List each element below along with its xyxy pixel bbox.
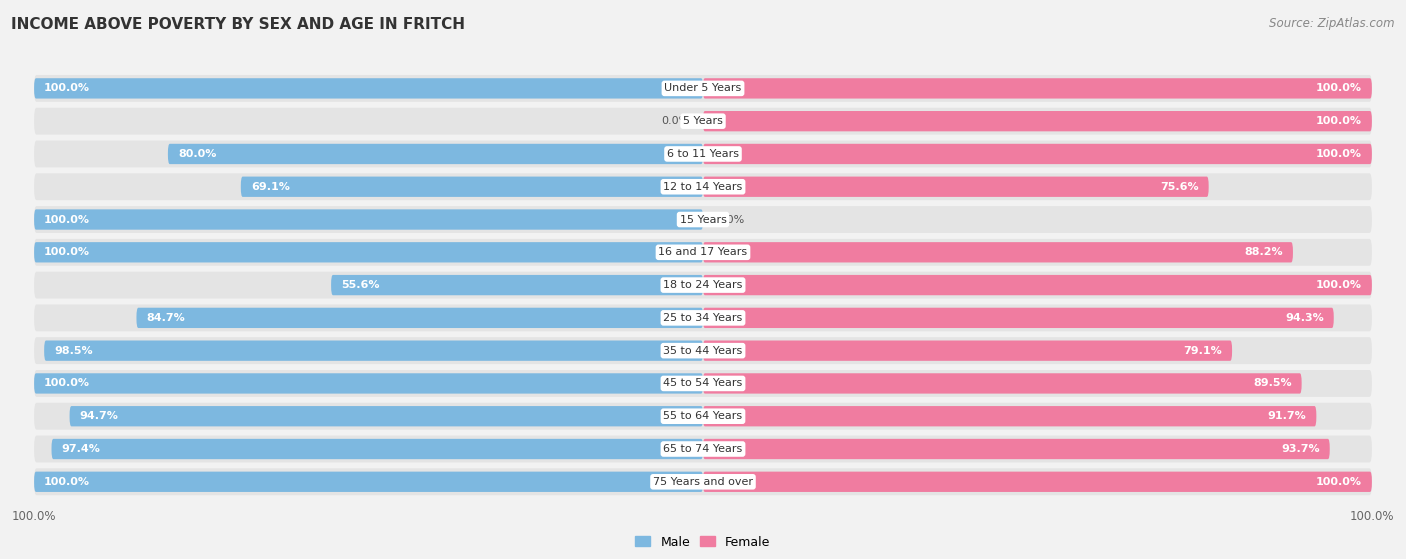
- Text: 75.6%: 75.6%: [1160, 182, 1199, 192]
- Text: 100.0%: 100.0%: [1316, 149, 1362, 159]
- Text: 91.7%: 91.7%: [1268, 411, 1306, 421]
- Legend: Male, Female: Male, Female: [630, 530, 776, 553]
- Text: 100.0%: 100.0%: [44, 477, 90, 487]
- FancyBboxPatch shape: [330, 275, 703, 295]
- Text: 25 to 34 Years: 25 to 34 Years: [664, 313, 742, 323]
- Text: 94.3%: 94.3%: [1285, 313, 1323, 323]
- Text: 84.7%: 84.7%: [146, 313, 186, 323]
- Text: 12 to 14 Years: 12 to 14 Years: [664, 182, 742, 192]
- FancyBboxPatch shape: [34, 373, 703, 394]
- FancyBboxPatch shape: [34, 468, 1372, 495]
- Text: 80.0%: 80.0%: [179, 149, 217, 159]
- FancyBboxPatch shape: [34, 206, 1372, 233]
- Text: Source: ZipAtlas.com: Source: ZipAtlas.com: [1270, 17, 1395, 30]
- FancyBboxPatch shape: [703, 111, 1372, 131]
- FancyBboxPatch shape: [34, 239, 1372, 266]
- FancyBboxPatch shape: [34, 370, 1372, 397]
- FancyBboxPatch shape: [703, 242, 1294, 263]
- FancyBboxPatch shape: [240, 177, 703, 197]
- Text: 18 to 24 Years: 18 to 24 Years: [664, 280, 742, 290]
- FancyBboxPatch shape: [34, 472, 703, 492]
- Text: 100.0%: 100.0%: [1316, 83, 1362, 93]
- Text: 100.0%: 100.0%: [1316, 280, 1362, 290]
- Text: 65 to 74 Years: 65 to 74 Years: [664, 444, 742, 454]
- FancyBboxPatch shape: [703, 275, 1372, 295]
- Text: 100.0%: 100.0%: [44, 83, 90, 93]
- FancyBboxPatch shape: [703, 78, 1372, 98]
- FancyBboxPatch shape: [703, 406, 1316, 427]
- FancyBboxPatch shape: [703, 307, 1334, 328]
- FancyBboxPatch shape: [34, 78, 703, 98]
- FancyBboxPatch shape: [34, 75, 1372, 102]
- Text: 5 Years: 5 Years: [683, 116, 723, 126]
- FancyBboxPatch shape: [703, 373, 1302, 394]
- Text: 0.0%: 0.0%: [717, 215, 745, 225]
- Text: 75 Years and over: 75 Years and over: [652, 477, 754, 487]
- FancyBboxPatch shape: [69, 406, 703, 427]
- FancyBboxPatch shape: [34, 140, 1372, 167]
- Text: 93.7%: 93.7%: [1281, 444, 1320, 454]
- Text: 100.0%: 100.0%: [1316, 477, 1362, 487]
- FancyBboxPatch shape: [34, 403, 1372, 430]
- Text: 55 to 64 Years: 55 to 64 Years: [664, 411, 742, 421]
- FancyBboxPatch shape: [703, 340, 1232, 361]
- Text: 79.1%: 79.1%: [1184, 345, 1222, 356]
- FancyBboxPatch shape: [136, 307, 703, 328]
- Text: 6 to 11 Years: 6 to 11 Years: [666, 149, 740, 159]
- Text: 55.6%: 55.6%: [342, 280, 380, 290]
- FancyBboxPatch shape: [34, 305, 1372, 331]
- Text: 97.4%: 97.4%: [62, 444, 100, 454]
- FancyBboxPatch shape: [34, 272, 1372, 299]
- FancyBboxPatch shape: [703, 177, 1209, 197]
- Text: 35 to 44 Years: 35 to 44 Years: [664, 345, 742, 356]
- FancyBboxPatch shape: [52, 439, 703, 459]
- Text: 15 Years: 15 Years: [679, 215, 727, 225]
- FancyBboxPatch shape: [703, 439, 1330, 459]
- Text: 100.0%: 100.0%: [44, 215, 90, 225]
- FancyBboxPatch shape: [34, 108, 1372, 135]
- FancyBboxPatch shape: [167, 144, 703, 164]
- Text: INCOME ABOVE POVERTY BY SEX AND AGE IN FRITCH: INCOME ABOVE POVERTY BY SEX AND AGE IN F…: [11, 17, 465, 32]
- Text: 100.0%: 100.0%: [44, 378, 90, 389]
- Text: Under 5 Years: Under 5 Years: [665, 83, 741, 93]
- FancyBboxPatch shape: [703, 144, 1372, 164]
- FancyBboxPatch shape: [44, 340, 703, 361]
- FancyBboxPatch shape: [34, 173, 1372, 200]
- Text: 89.5%: 89.5%: [1253, 378, 1292, 389]
- Text: 100.0%: 100.0%: [1316, 116, 1362, 126]
- Text: 98.5%: 98.5%: [55, 345, 93, 356]
- FancyBboxPatch shape: [34, 242, 703, 263]
- Text: 69.1%: 69.1%: [250, 182, 290, 192]
- Text: 45 to 54 Years: 45 to 54 Years: [664, 378, 742, 389]
- Text: 88.2%: 88.2%: [1244, 247, 1282, 257]
- Text: 16 and 17 Years: 16 and 17 Years: [658, 247, 748, 257]
- FancyBboxPatch shape: [703, 472, 1372, 492]
- Text: 100.0%: 100.0%: [44, 247, 90, 257]
- FancyBboxPatch shape: [34, 210, 703, 230]
- Text: 94.7%: 94.7%: [80, 411, 118, 421]
- Text: 0.0%: 0.0%: [661, 116, 689, 126]
- FancyBboxPatch shape: [34, 337, 1372, 364]
- FancyBboxPatch shape: [34, 435, 1372, 462]
